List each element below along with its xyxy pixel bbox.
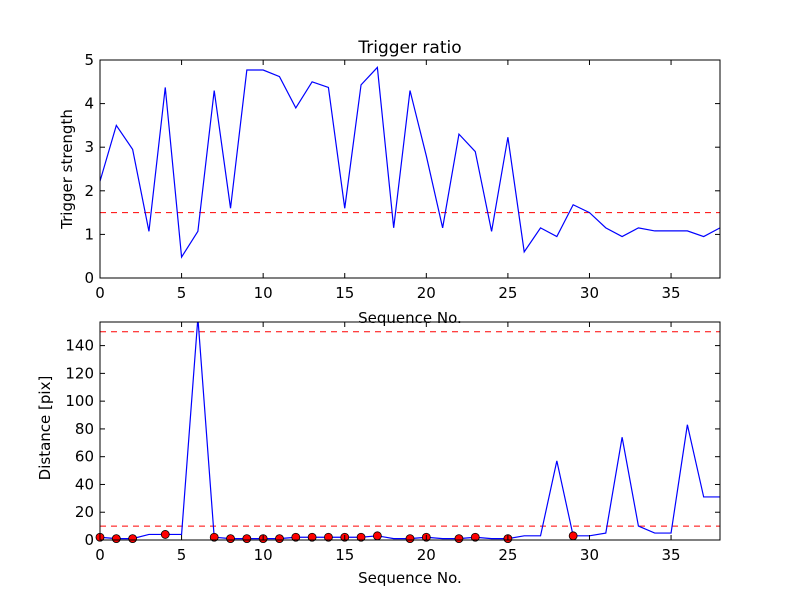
y-tick-label: 100 xyxy=(65,392,94,410)
x-tick-label: 10 xyxy=(254,546,273,564)
y-axis-label: Trigger strength xyxy=(58,109,76,230)
y-tick-label: 60 xyxy=(75,448,94,466)
y-tick-label: 140 xyxy=(65,337,94,355)
x-tick-label: 30 xyxy=(580,546,599,564)
y-tick-label: 5 xyxy=(84,51,94,69)
axes-frame xyxy=(99,59,721,279)
data-point-marker xyxy=(470,532,480,542)
x-tick-label: 10 xyxy=(254,284,273,302)
data-point-marker xyxy=(226,534,235,544)
y-tick-label: 40 xyxy=(75,475,94,493)
x-tick-label: 20 xyxy=(417,284,436,302)
y-tick-label: 0 xyxy=(84,269,94,287)
data-point-marker xyxy=(160,530,170,539)
distance-chart: Distance [pix] Sequence No. 0 5 10 15 20 25 30… xyxy=(36,321,721,587)
x-tick-label: 35 xyxy=(662,284,681,302)
y-axis-label: Distance [pix] xyxy=(36,376,54,481)
data-point-marker xyxy=(454,534,464,544)
data-point-marker xyxy=(275,534,284,544)
y-tick-label: 3 xyxy=(84,138,94,156)
data-point-marker xyxy=(372,531,382,541)
plot-area xyxy=(100,66,720,259)
x-axis-label: Sequence No. xyxy=(358,309,462,327)
y-tick-label: 20 xyxy=(75,503,94,521)
axes-frame xyxy=(99,321,721,541)
x-tick-label: 5 xyxy=(177,284,187,302)
x-tick-label: 35 xyxy=(662,546,681,564)
y-tick-label: 80 xyxy=(75,420,94,438)
data-point-marker xyxy=(128,534,138,544)
series-line xyxy=(100,66,720,259)
series-line xyxy=(100,322,720,540)
data-point-marker xyxy=(111,534,121,544)
x-tick-label: 15 xyxy=(335,546,354,564)
y-tick-label: 1 xyxy=(84,225,94,243)
data-point-marker xyxy=(209,532,219,542)
trigger-ratio-chart: Trigger ratio Trigger strength Sequence … xyxy=(58,38,721,327)
x-tick-label: 25 xyxy=(498,546,517,564)
x-tick-label: 30 xyxy=(580,284,599,302)
x-tick-label: 15 xyxy=(335,284,354,302)
data-point-marker xyxy=(307,532,317,542)
data-point-marker xyxy=(568,531,578,541)
x-axis-label: Sequence No. xyxy=(358,569,462,587)
plot-area xyxy=(100,322,720,540)
x-tick-label: 20 xyxy=(417,546,436,564)
y-tick-label: 4 xyxy=(84,95,94,113)
y-tick-label: 120 xyxy=(65,364,94,382)
data-point-marker xyxy=(405,534,415,544)
data-point-marker xyxy=(324,532,333,542)
data-point-marker xyxy=(242,534,252,544)
x-tick-label: 25 xyxy=(498,284,517,302)
y-tick-label: 2 xyxy=(84,182,94,200)
x-tick-label: 5 xyxy=(177,546,187,564)
data-point-marker xyxy=(291,532,301,542)
y-tick-label: 0 xyxy=(84,531,94,549)
data-point-marker xyxy=(356,532,366,542)
chart-title: Trigger ratio xyxy=(357,38,461,58)
x-tick-label: 0 xyxy=(95,546,105,564)
x-tick-label: 0 xyxy=(95,284,105,302)
